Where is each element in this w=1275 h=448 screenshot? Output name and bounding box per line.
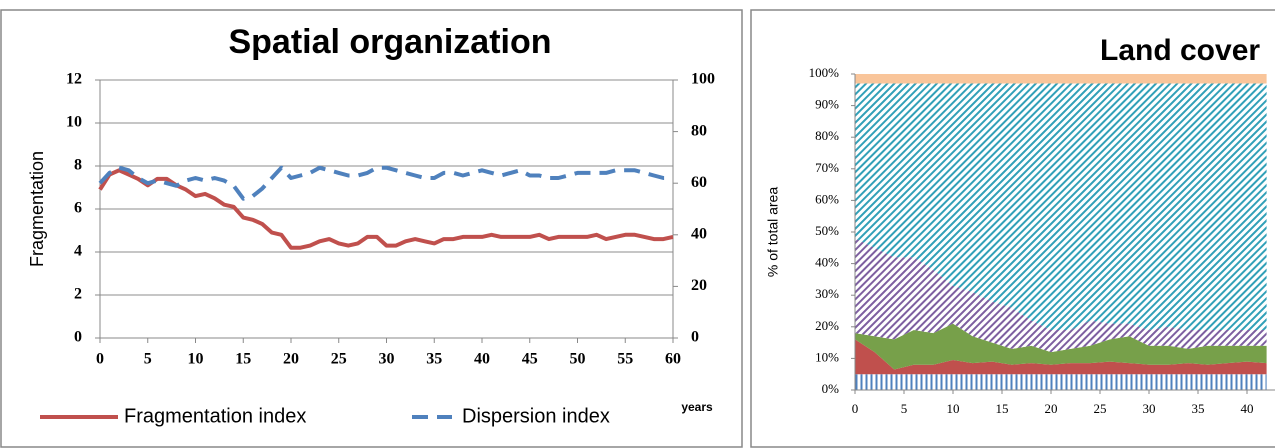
x-tick-label: 0 [96, 351, 104, 368]
x-tick-label: 60 [665, 351, 681, 368]
x-tick-label: 50 [570, 351, 586, 368]
panel-border [0, 9, 743, 448]
y-tick-label: 40% [815, 255, 839, 270]
y-axis-label: Fragmentation [27, 151, 47, 267]
y-tick-label: 12 [66, 71, 82, 88]
area-series [855, 323, 1267, 370]
x-tick-label: 40 [474, 351, 490, 368]
x-tick-label: 40 [1241, 401, 1254, 416]
y2-tick-label: 0 [691, 329, 699, 346]
x-tick-label: 5 [901, 401, 908, 416]
y2-tick-label: 20 [691, 277, 707, 294]
y-tick-label: 60% [815, 191, 839, 206]
legend-label: Fragmentation index [124, 405, 306, 427]
y-tick-label: 6 [74, 200, 82, 217]
chart-title: Spatial organization [228, 23, 551, 61]
area-series [855, 83, 1267, 330]
y2-tick-label: 40 [691, 225, 707, 242]
x-tick-label: 15 [235, 351, 251, 368]
x-tick-label: 25 [331, 351, 347, 368]
x-tick-label: 10 [188, 351, 204, 368]
line-series [98, 168, 674, 250]
x-tick-label: 25 [1094, 401, 1107, 416]
x-tick-label: 20 [283, 351, 299, 368]
x-tick-label: 15 [996, 401, 1009, 416]
y-tick-label: 2 [74, 286, 82, 303]
y2-tick-label: 60 [691, 174, 707, 191]
x-axis-label: years [681, 400, 713, 414]
x-tick-label: 5 [144, 351, 152, 368]
y-tick-label: 70% [815, 160, 839, 175]
x-tick-label: 35 [1192, 401, 1205, 416]
area-series [855, 238, 1267, 353]
x-tick-label: 30 [1143, 401, 1156, 416]
y-axis-label: % of total area [765, 187, 781, 277]
x-tick-label: 35 [426, 351, 442, 368]
legend-label: Dispersion index [462, 405, 610, 427]
y2-tick-label: 100 [691, 71, 715, 88]
line-series [98, 165, 673, 201]
area-series [855, 374, 1267, 390]
y-tick-label: 0% [822, 381, 840, 396]
y-tick-label: 80% [815, 128, 839, 143]
y-tick-label: 20% [815, 318, 839, 333]
y-tick-label: 50% [815, 223, 839, 238]
x-tick-label: 45 [522, 351, 538, 368]
x-tick-label: 10 [947, 401, 960, 416]
y-tick-label: 10% [815, 349, 839, 364]
area-series [855, 74, 1267, 84]
y-tick-label: 10 [66, 114, 82, 131]
x-tick-label: 55 [617, 351, 633, 368]
x-tick-label: 30 [379, 351, 395, 368]
x-tick-label: 20 [1045, 401, 1058, 416]
area-series [855, 339, 1267, 375]
y-tick-label: 100% [809, 65, 840, 80]
y-tick-label: 4 [74, 243, 82, 260]
y-tick-label: 30% [815, 286, 839, 301]
y2-tick-label: 80 [691, 122, 707, 139]
x-tick-label: 0 [852, 401, 859, 416]
y-tick-label: 0 [74, 329, 82, 346]
y-tick-label: 8 [74, 157, 82, 174]
y-tick-label: 90% [815, 97, 839, 112]
chart-title: Land cover [1100, 34, 1260, 67]
